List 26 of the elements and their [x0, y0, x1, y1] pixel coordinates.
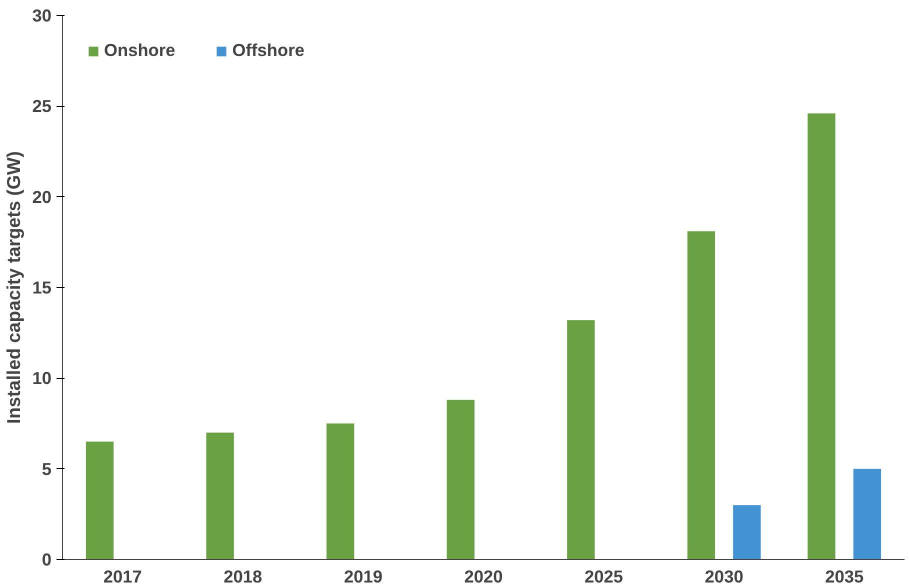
bar [567, 320, 595, 560]
y-tick-label: 20 [32, 186, 52, 207]
y-tick-label: 25 [32, 96, 52, 116]
bar [86, 442, 114, 560]
y-axis-title: Installed capacity targets (GW) [3, 151, 24, 424]
bar [687, 231, 716, 560]
bar [733, 505, 761, 560]
legend-label: Offshore [232, 40, 304, 61]
bar [326, 424, 354, 560]
y-tick-label: 30 [32, 6, 52, 26]
x-tick-label: 2030 [704, 566, 744, 585]
bar [206, 432, 234, 560]
bar [853, 468, 882, 560]
bar [446, 400, 474, 560]
y-tick-label: 10 [32, 368, 52, 388]
y-tick-label: 0 [42, 550, 52, 570]
x-tick-label: 2020 [464, 566, 503, 585]
x-tick-label: 2035 [825, 566, 864, 585]
y-tick-label: 5 [42, 458, 52, 479]
legend-label: Onshore [104, 40, 176, 61]
y-tick-label: 15 [32, 278, 52, 298]
x-tick-label: 2025 [584, 566, 624, 585]
x-tick-label: 2019 [344, 566, 383, 585]
x-tick-label: 2018 [224, 566, 263, 585]
x-tick-label: 2017 [103, 566, 142, 585]
bar [808, 113, 836, 560]
